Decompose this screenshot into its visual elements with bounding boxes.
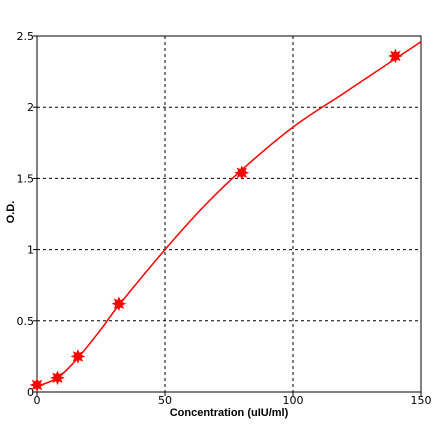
data-point xyxy=(234,165,250,181)
grid xyxy=(37,36,421,392)
x-tick-label: 50 xyxy=(158,394,172,407)
y-axis-ticks: 0 0.5 1 1.5 2 2.5 xyxy=(17,30,37,399)
y-tick-label: 0 xyxy=(27,386,34,399)
y-tick-label: 1 xyxy=(27,244,34,257)
x-axis-title: Concentration (uIU/ml) xyxy=(170,407,289,419)
y-tick-label: 1.5 xyxy=(17,172,35,185)
data-point xyxy=(29,377,45,393)
fit-curve xyxy=(36,41,422,388)
y-tick-label: 2 xyxy=(27,101,34,114)
x-tick-label: 0 xyxy=(34,394,41,407)
x-tick-label: 100 xyxy=(283,394,304,407)
data-point xyxy=(111,296,127,312)
data-points xyxy=(29,48,403,393)
data-point xyxy=(50,370,65,386)
y-tick-label: 0.5 xyxy=(17,315,35,328)
x-axis-ticks: 0 50 100 150 xyxy=(34,392,432,407)
data-point xyxy=(388,48,403,64)
data-point xyxy=(70,349,86,364)
y-tick-label: 2.5 xyxy=(17,30,35,43)
y-axis-title: O.D. xyxy=(5,201,17,224)
plot-frame xyxy=(36,35,422,393)
x-tick-label: 150 xyxy=(411,394,432,407)
